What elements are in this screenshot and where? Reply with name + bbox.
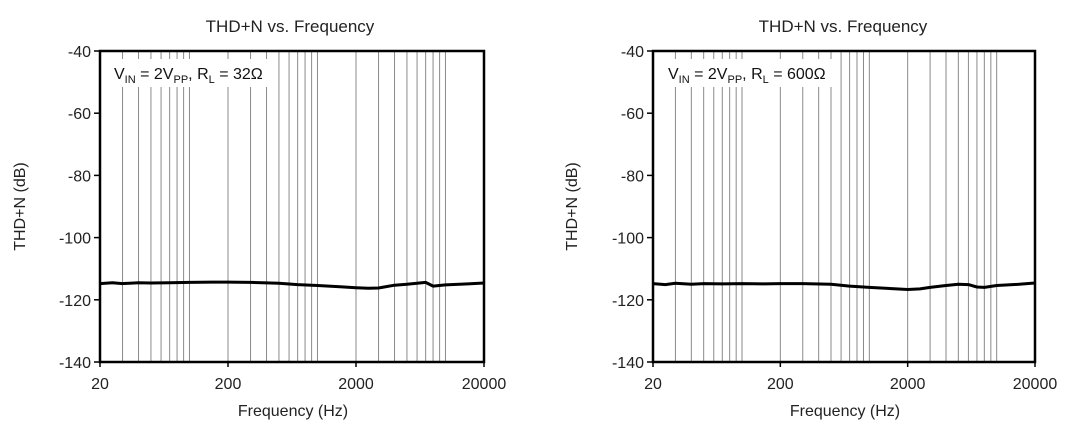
y-tick-label: -40 [621,44,644,61]
annotation-part: , R [188,66,208,83]
y-axis-label: THD+N (dB) [564,162,581,250]
y-tick-label: -140 [59,355,91,372]
annotation-part: V [114,66,125,83]
plot-frame [651,49,1037,364]
y-tick-label: -80 [621,168,644,185]
vertical-gridlines [674,51,998,362]
y-tick-label: -60 [68,106,91,123]
y-tick-label: -100 [59,231,91,248]
annotation-subscript: IN [125,74,136,86]
x-axis-label: Frequency (Hz) [238,403,348,420]
annotation-box [658,59,838,87]
vertical-gridlines [122,51,446,362]
annotation-part: = 2V [136,66,174,83]
annotation-subscript: PP [727,74,742,86]
y-tick-label: -120 [59,293,91,310]
chart-title: THD+N vs. Frequency [759,17,928,36]
series-line-thdn [652,281,1036,291]
annotation-part: = 32Ω [215,66,263,83]
y-tick-label: -60 [621,106,644,123]
x-tick-label: 200 [767,376,794,393]
annotation-subscript: IN [679,74,690,86]
y-tick-label: -100 [612,231,644,248]
y-tick-label: -40 [68,44,91,61]
y-tick-label: -80 [68,168,91,185]
annotation-subscript: PP [173,74,188,86]
x-axis-label: Frequency (Hz) [790,403,900,420]
x-tick-label: 20 [91,376,109,393]
annotation-text: VIN = 2VPP, RL = 600Ω [668,66,826,86]
x-tick-label: 200 [215,376,242,393]
x-tick-label: 2000 [890,376,926,393]
annotation-subscript: L [209,74,215,86]
series-line-thdn [99,280,485,290]
y-tick-label: -120 [612,293,644,310]
x-tick-label: 20000 [462,376,507,393]
annotation-text: VIN = 2VPP, RL = 32Ω [114,66,263,86]
annotation-part: V [668,66,679,83]
x-tick-label: 20000 [1013,376,1058,393]
annotation-box [104,59,276,87]
y-axis-label: THD+N (dB) [12,162,29,250]
annotation-part: = 600Ω [769,66,826,83]
annotation-subscript: L [763,74,769,86]
plot-frame [98,49,486,364]
chart-title: THD+N vs. Frequency [206,17,375,36]
x-tick-label: 2000 [338,376,374,393]
annotation-part: = 2V [690,66,728,83]
x-tick-label: 20 [644,376,662,393]
y-tick-label: -140 [612,355,644,372]
annotation-part: , R [742,66,762,83]
